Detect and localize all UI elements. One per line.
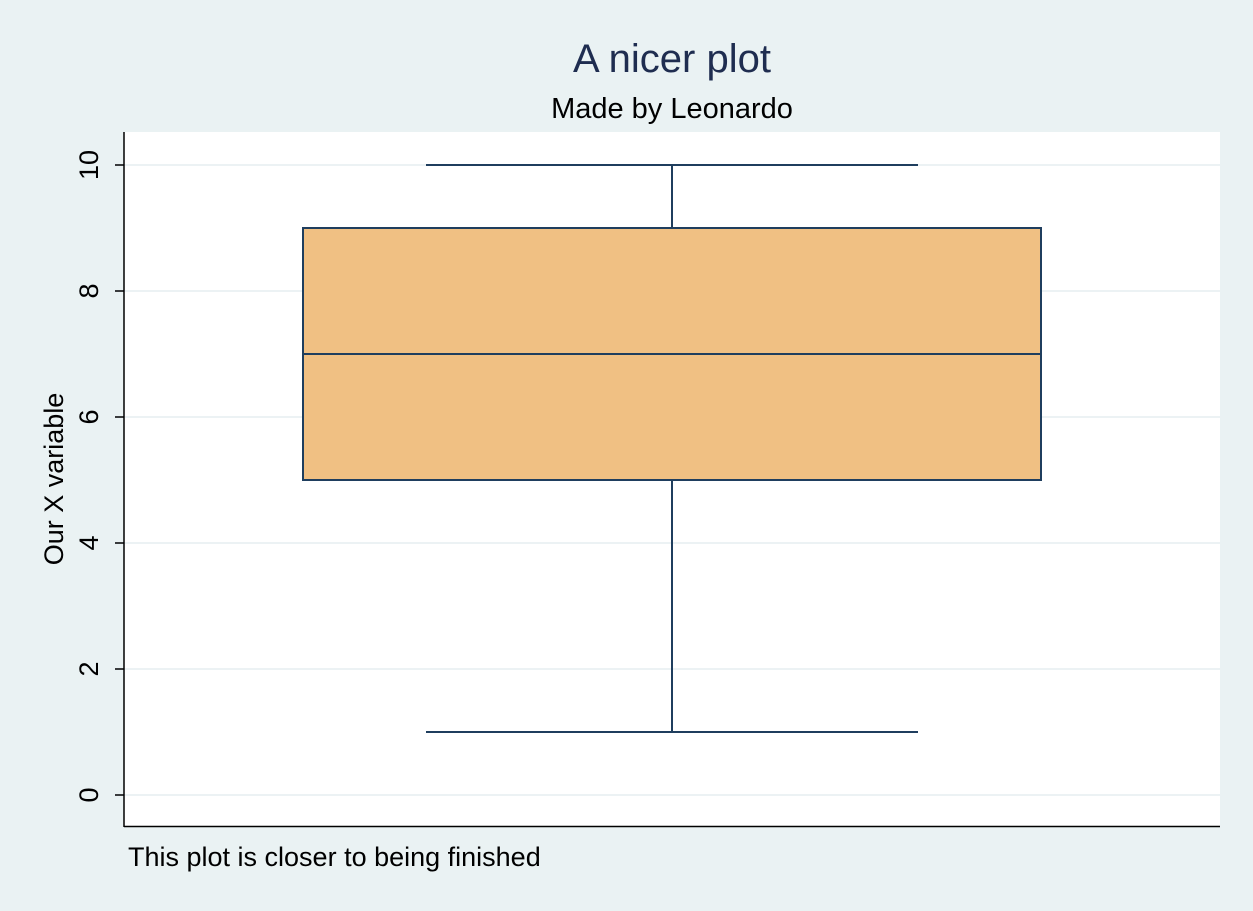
box-plot — [302, 164, 1042, 733]
chart-title: A nicer plot — [573, 37, 771, 81]
y-tick-label: 8 — [74, 283, 104, 298]
y-axis-title: Our X variable — [39, 393, 69, 566]
y-tick-label: 2 — [74, 661, 104, 676]
y-tick-label: 0 — [74, 787, 104, 802]
chart-subtitle: Made by Leonardo — [551, 93, 793, 125]
y-tick-label: 4 — [74, 535, 104, 550]
y-tick-label: 10 — [74, 150, 104, 180]
chart-note: This plot is closer to being finished — [128, 842, 541, 872]
y-tick-label: 6 — [74, 409, 104, 424]
y-axis-ticks: 0 2 4 6 8 10 — [74, 150, 124, 803]
